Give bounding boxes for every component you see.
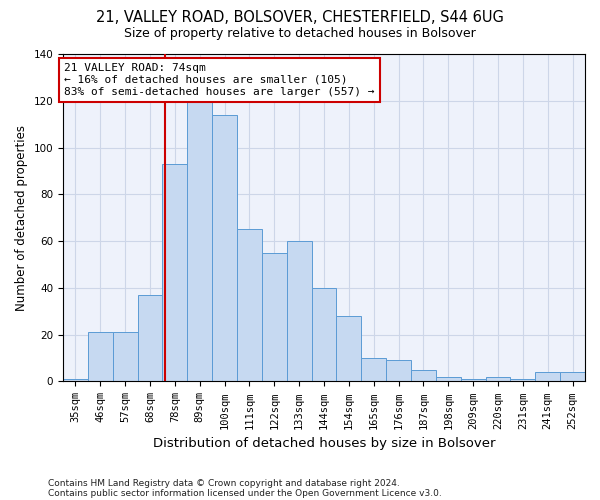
Bar <box>163 164 187 382</box>
Text: Contains public sector information licensed under the Open Government Licence v3: Contains public sector information licen… <box>48 488 442 498</box>
Text: 21, VALLEY ROAD, BOLSOVER, CHESTERFIELD, S44 6UG: 21, VALLEY ROAD, BOLSOVER, CHESTERFIELD,… <box>96 10 504 25</box>
Y-axis label: Number of detached properties: Number of detached properties <box>15 124 28 310</box>
Bar <box>113 332 137 382</box>
Bar <box>212 115 237 382</box>
Bar <box>237 230 262 382</box>
Bar <box>88 332 113 382</box>
Bar <box>187 84 212 382</box>
Bar <box>436 377 461 382</box>
Bar <box>511 379 535 382</box>
Bar <box>485 377 511 382</box>
Text: 21 VALLEY ROAD: 74sqm
← 16% of detached houses are smaller (105)
83% of semi-det: 21 VALLEY ROAD: 74sqm ← 16% of detached … <box>64 64 375 96</box>
Bar <box>560 372 585 382</box>
Bar <box>337 316 361 382</box>
X-axis label: Distribution of detached houses by size in Bolsover: Distribution of detached houses by size … <box>153 437 495 450</box>
Text: Contains HM Land Registry data © Crown copyright and database right 2024.: Contains HM Land Registry data © Crown c… <box>48 478 400 488</box>
Bar <box>287 241 311 382</box>
Bar <box>262 253 287 382</box>
Bar <box>535 372 560 382</box>
Bar <box>63 379 88 382</box>
Bar <box>137 295 163 382</box>
Bar <box>461 379 485 382</box>
Bar <box>361 358 386 382</box>
Text: Size of property relative to detached houses in Bolsover: Size of property relative to detached ho… <box>124 28 476 40</box>
Bar <box>411 370 436 382</box>
Bar <box>386 360 411 382</box>
Bar <box>311 288 337 382</box>
